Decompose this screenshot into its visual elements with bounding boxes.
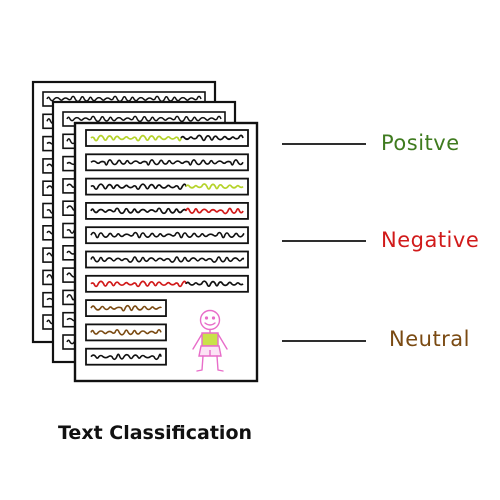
connector-lines: [282, 144, 366, 341]
label-neutral: Neutral: [389, 329, 470, 350]
label-negative: Negative: [381, 230, 479, 251]
diagram-caption: Text Classification: [58, 424, 252, 443]
front-page: [75, 123, 257, 381]
label-positive: Positve: [381, 133, 460, 154]
